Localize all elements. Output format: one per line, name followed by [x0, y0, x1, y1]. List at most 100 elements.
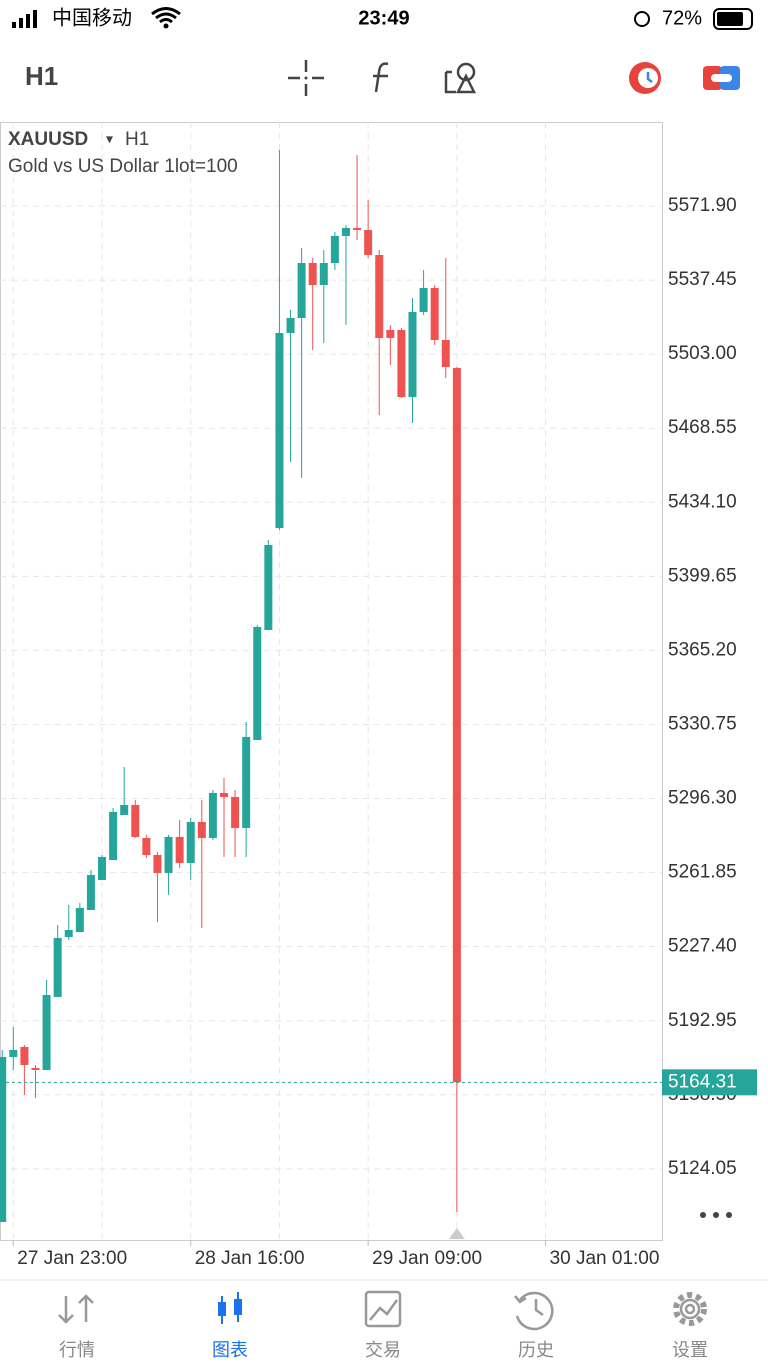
candle-body — [264, 544, 273, 630]
y-tick-label: 5503.00 — [668, 343, 737, 364]
more-dot — [726, 1212, 732, 1218]
subtitle: Gold vs US Dollar 1lot=100 — [8, 156, 238, 177]
trade-tab-icon — [369, 1299, 399, 1321]
history-tab-icon[interactable] — [515, 1291, 554, 1331]
candle-body — [109, 811, 118, 860]
candle-body — [120, 804, 129, 815]
candle-body — [231, 796, 240, 828]
last-bar-marker — [448, 1228, 465, 1239]
y-tick-label: 5227.40 — [668, 936, 737, 957]
candle-body — [441, 339, 450, 367]
candle-body — [319, 262, 328, 285]
candle-body — [452, 368, 461, 1083]
carrier: 中国移动 — [52, 6, 132, 29]
candle-body — [397, 329, 406, 397]
candle-body — [330, 235, 339, 263]
y-tick-label: 5296.30 — [668, 788, 737, 809]
candle-body — [430, 288, 439, 340]
lock-icon — [634, 11, 650, 27]
current-price-box — [662, 1069, 757, 1096]
y-tick-label: 5571.90 — [668, 195, 737, 216]
signal — [19, 18, 23, 28]
candle-body — [353, 227, 362, 230]
tab-bar — [0, 1279, 768, 1331]
candle-body — [253, 626, 262, 740]
toolbar: H1 — [25, 60, 740, 96]
y-tick-label: 5434.10 — [668, 491, 737, 512]
x-tick-label: 30 Jan 01:00 — [550, 1248, 660, 1269]
chart-timeframe: H1 — [125, 129, 149, 150]
battery-fill — [717, 12, 743, 26]
crosshair-icon[interactable] — [288, 60, 324, 96]
y-tick-label: 5124.05 — [668, 1158, 737, 1179]
current-price-label: 5164.31 — [668, 1071, 737, 1092]
chart — [0, 122, 662, 1240]
settings-tab-icon — [679, 1298, 701, 1320]
candle-body — [386, 329, 395, 338]
trade-tab-icon[interactable] — [364, 1290, 402, 1328]
y-tick-label: 5192.95 — [668, 1010, 737, 1031]
tab-label[interactable]: 行情 — [59, 1340, 95, 1360]
signal — [26, 14, 30, 28]
candle-body — [20, 1046, 29, 1065]
symbol-arrow[interactable]: ▾ — [106, 131, 113, 147]
tab-label[interactable]: 历史 — [518, 1340, 554, 1360]
objects-icon — [456, 62, 476, 82]
candle-body — [186, 821, 195, 863]
y-tick-label: 5468.55 — [668, 417, 737, 438]
chart-frame — [0, 122, 663, 1241]
battery-level: 72% — [662, 7, 702, 29]
candle-body — [0, 1056, 7, 1222]
y-tick-label: 5399.65 — [668, 565, 737, 586]
chart-tab-icon — [234, 1299, 242, 1315]
candle-body — [42, 994, 51, 1070]
history-tab-icon — [514, 1295, 544, 1317]
y-tick-label: 5330.75 — [668, 713, 737, 734]
candle-body — [98, 856, 107, 880]
timeframe-button[interactable]: H1 — [25, 61, 58, 91]
candle-body — [164, 836, 173, 873]
y-tick-label: 5537.45 — [668, 269, 737, 290]
candle-body — [131, 804, 140, 837]
symbol: XAUUSD — [8, 129, 88, 150]
settings-tab-icon — [684, 1303, 696, 1315]
candle-body — [75, 907, 84, 932]
candle-body — [408, 311, 417, 397]
wifi — [151, 7, 181, 24]
indicator-icon[interactable] — [373, 62, 389, 93]
tab-label[interactable]: 图表 — [212, 1340, 248, 1360]
x-tick-label: 29 Jan 09:00 — [372, 1248, 482, 1269]
candle-body — [53, 937, 62, 997]
candle-body — [31, 1067, 40, 1070]
quotes-icon[interactable] — [58, 1294, 94, 1324]
candle-body — [64, 929, 73, 937]
x-tick-label: 27 Jan 23:00 — [17, 1248, 127, 1269]
candle-body — [175, 836, 184, 863]
x-tick-label: 28 Jan 16:00 — [195, 1248, 305, 1269]
objects-icon[interactable] — [444, 70, 477, 94]
candle-body — [364, 229, 373, 255]
candle-body — [286, 317, 295, 334]
wifi — [163, 23, 169, 29]
more-dot[interactable] — [700, 1212, 706, 1218]
candle-body — [341, 227, 350, 236]
tab-label[interactable]: 设置 — [672, 1340, 708, 1360]
settings-tab-icon[interactable] — [673, 1292, 707, 1326]
candle-body — [297, 262, 306, 318]
candle-body — [153, 854, 162, 873]
candle-body — [219, 792, 228, 797]
y-tick-label: 5261.85 — [668, 862, 737, 883]
tab-label[interactable]: 交易 — [365, 1340, 401, 1360]
candle-body — [419, 288, 428, 312]
signal — [33, 10, 37, 28]
clock: 23:49 — [358, 7, 409, 29]
candle-body — [308, 262, 317, 285]
candle-body — [242, 736, 251, 828]
candle-body — [197, 821, 206, 838]
y-tick-label: 5365.20 — [668, 639, 737, 660]
more-dot — [713, 1212, 719, 1218]
chart-tab-icon — [218, 1302, 226, 1316]
one-click-icon — [646, 72, 653, 83]
candle-body — [208, 792, 217, 838]
